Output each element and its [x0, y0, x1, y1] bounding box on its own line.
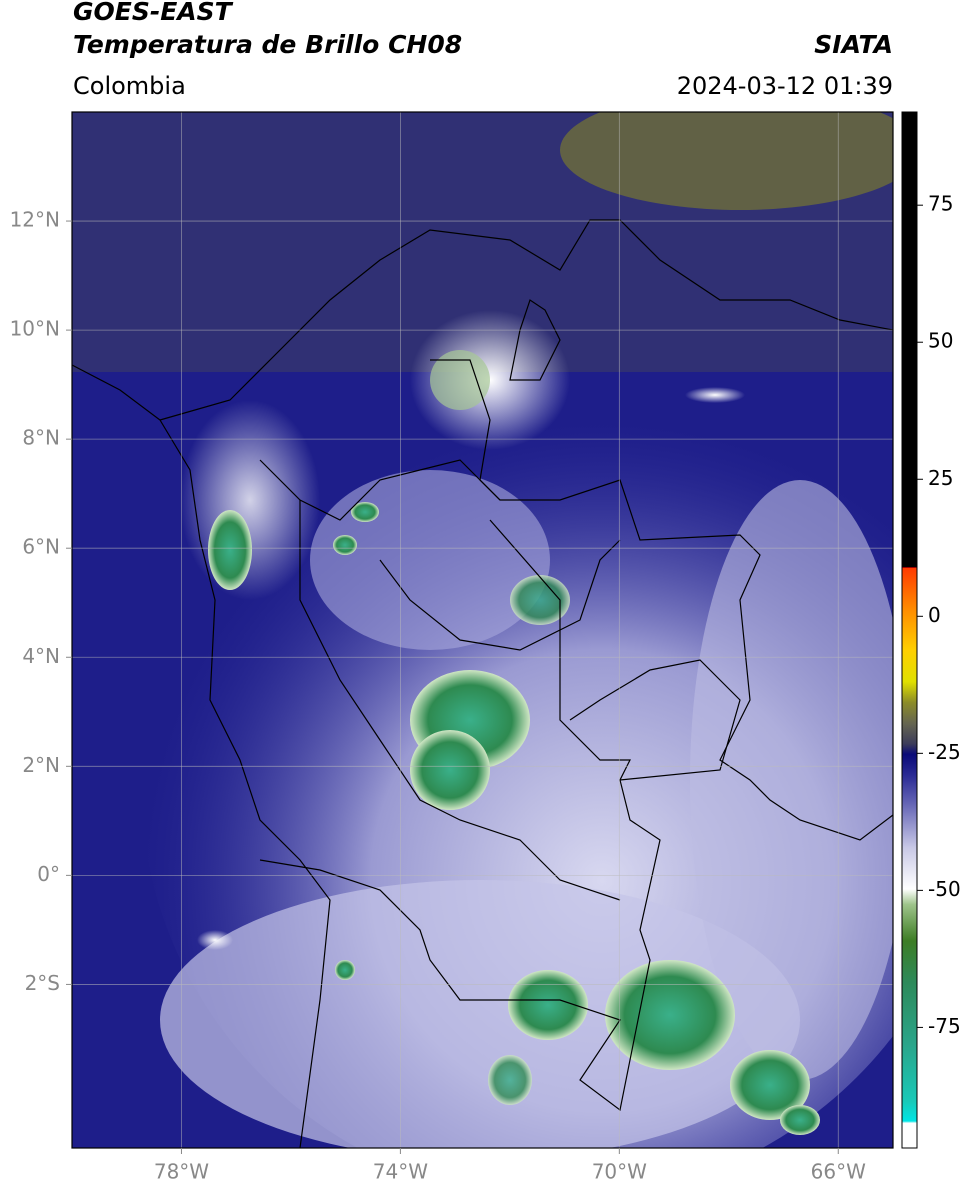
x-tick-label: 74°W: [373, 1160, 428, 1184]
y-tick-label: 8°N: [22, 426, 60, 450]
y-tick-label: 0°: [37, 862, 60, 886]
x-tick-label: 66°W: [811, 1160, 866, 1184]
ticks: 78°W 74°W 70°W 66°W 12°N 10°N 8°N 6°N 4°N 2°N 0° 2°…: [10, 192, 961, 1184]
title: GOES-EAST: [73, 0, 234, 26]
colorbar-tick-label: 75: [928, 192, 953, 216]
y-tick-label: 6°N: [22, 535, 60, 559]
y-tick-label: 2°N: [22, 753, 60, 777]
y-tick-label: 2°S: [25, 971, 60, 995]
map-frame: [71, 111, 894, 1149]
region: Colombia: [73, 72, 186, 100]
colorbar-tick-label: 25: [928, 466, 953, 490]
x-tick-label: 70°W: [592, 1160, 647, 1184]
colorbar-tick-label: 50: [928, 329, 953, 353]
subtitle: Temperatura de Brillo CH08: [73, 30, 462, 59]
colorbar-tick-label: -75: [928, 1014, 961, 1038]
y-tick-label: 4°N: [22, 644, 60, 668]
colorbar-tick-label: -25: [928, 740, 961, 764]
colorbar-tick-label: -50: [928, 877, 961, 901]
y-tick-label: 12°N: [10, 208, 60, 232]
colorbar-tick-label: 0: [928, 603, 941, 627]
colorbar: [901, 111, 918, 1149]
grid: [72, 112, 893, 1148]
source: SIATA: [814, 30, 893, 59]
map-image: [72, 112, 893, 1148]
datetime: 2024-03-12 01:39: [677, 72, 893, 100]
x-tick-label: 78°W: [154, 1160, 209, 1184]
y-tick-label: 10°N: [10, 317, 60, 341]
